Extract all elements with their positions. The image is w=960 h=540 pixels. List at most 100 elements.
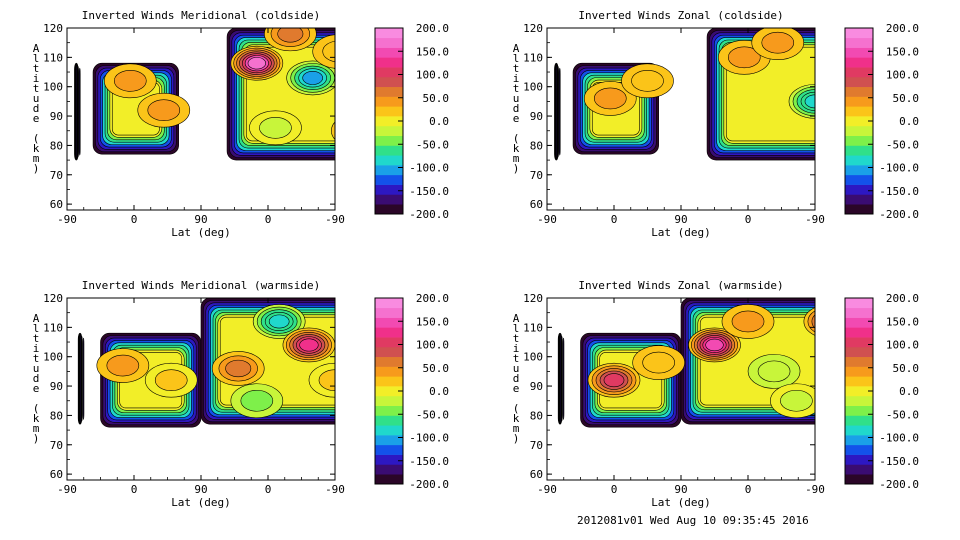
x-tick-label: 0 xyxy=(131,483,138,496)
contour-field xyxy=(554,28,815,161)
colorbar-swatch xyxy=(375,444,403,455)
y-tick-label: 100 xyxy=(43,81,63,94)
colorbar-tick-label: -200.0 xyxy=(409,208,449,221)
colorbar-swatch xyxy=(845,76,873,88)
colorbar: 200.0 150.0 100.0 50.0 0.0 -50.0 -100.0 -150.0 -… xyxy=(374,292,449,491)
colorbar: 200.0 150.0 100.0 50.0 0.0 -50.0 -100.0 -150.0 -… xyxy=(844,292,919,491)
colorbar-swatch xyxy=(845,376,873,387)
colorbar-swatch xyxy=(375,395,403,406)
chart-title: Inverted Winds Zonal (coldside) xyxy=(578,9,783,22)
colorbar-swatch xyxy=(375,106,403,117)
y-tick-label: 110 xyxy=(523,51,543,64)
colorbar: 200.0 150.0 100.0 50.0 0.0 -50.0 -100.0 -150.0 -… xyxy=(844,22,920,221)
colorbar-swatch xyxy=(845,327,873,338)
chart-panel-3: 60 70 80 90 100 110 120 -90 0 90 0 -90 Inverted Wind… xyxy=(513,279,919,509)
contour-field xyxy=(74,28,335,161)
y-tick-label: 70 xyxy=(530,439,543,452)
y-tick-label: 120 xyxy=(523,22,543,35)
colorbar-tick-label: 0.0 xyxy=(899,385,919,398)
contour-extremum xyxy=(603,373,625,388)
colorbar-swatch xyxy=(375,307,403,318)
colorbar-swatch xyxy=(375,405,403,416)
x-tick-label: 0 xyxy=(611,213,618,226)
colorbar-swatch xyxy=(845,337,873,348)
colorbar-tick-label: 200.0 xyxy=(416,22,449,35)
colorbar-swatch xyxy=(375,415,403,426)
x-tick-label: 90 xyxy=(674,213,687,226)
colorbar-swatch xyxy=(375,37,403,48)
chart-title: Inverted Winds Meridional (warmside) xyxy=(82,279,320,292)
colorbar-tick-label: 100.0 xyxy=(416,339,449,352)
colorbar-tick-label: 200.0 xyxy=(886,292,919,305)
colorbar-swatch xyxy=(375,76,403,88)
colorbar-tick-label: -50.0 xyxy=(416,408,449,421)
colorbar-swatch xyxy=(375,155,403,166)
colorbar-swatch xyxy=(845,145,873,156)
colorbar-tick-label: -150.0 xyxy=(409,185,449,198)
colorbar-tick-label: -50.0 xyxy=(886,408,919,421)
colorbar-swatch xyxy=(375,125,403,136)
x-tick-label: 90 xyxy=(674,483,687,496)
y-tick-label: 90 xyxy=(50,110,63,123)
y-tick-label: 100 xyxy=(523,81,543,94)
colorbar-tick-label: 150.0 xyxy=(416,315,449,328)
colorbar-swatch xyxy=(375,165,403,176)
colorbar-swatch xyxy=(845,67,873,78)
x-axis-label: Lat (deg) xyxy=(171,496,231,509)
contour-extremum xyxy=(299,338,319,352)
colorbar-swatch xyxy=(845,116,873,127)
colorbar-tick-label: -200.0 xyxy=(409,478,449,491)
colorbar-swatch xyxy=(845,307,873,318)
contour-field xyxy=(77,298,335,428)
colorbar-tick-label: 100.0 xyxy=(416,69,449,82)
contour-extremum xyxy=(807,310,815,333)
contour-shell xyxy=(77,66,79,158)
colorbar-swatch xyxy=(375,454,403,465)
colorbar: 200.0 150.0 100.0 50.0 0.0 -50.0 -100.0 -150.0 -… xyxy=(374,22,450,221)
chart-title: Inverted Winds Meridional (coldside) xyxy=(82,9,320,22)
colorbar-swatch xyxy=(845,86,873,97)
colorbar-tick-label: 200.0 xyxy=(416,292,449,305)
y-tick-label: 70 xyxy=(50,169,63,182)
x-tick-label: 90 xyxy=(194,483,207,496)
colorbar-tick-label: -100.0 xyxy=(879,162,919,175)
colorbar-tick-label: 50.0 xyxy=(893,92,920,105)
colorbar-swatch xyxy=(375,47,403,58)
colorbar-swatch xyxy=(845,106,873,117)
colorbar-swatch xyxy=(845,298,873,309)
colorbar-swatch xyxy=(845,464,873,475)
colorbar-swatch xyxy=(845,415,873,426)
colorbar-tick-label: -150.0 xyxy=(409,455,449,468)
contour-extremum xyxy=(318,369,335,391)
colorbar-tick-label: 100.0 xyxy=(886,69,919,82)
x-tick-label: -90 xyxy=(805,483,825,496)
y-tick-label: 110 xyxy=(523,321,543,334)
y-tick-label: 100 xyxy=(523,351,543,364)
colorbar-swatch xyxy=(375,376,403,387)
colorbar-swatch xyxy=(845,194,873,205)
colorbar-swatch xyxy=(845,425,873,436)
colorbar-swatch xyxy=(845,125,873,136)
contour-extremum xyxy=(804,94,815,109)
colorbar-swatch xyxy=(375,425,403,436)
colorbar-tick-label: 150.0 xyxy=(886,315,919,328)
colorbar-tick-label: -50.0 xyxy=(416,138,449,151)
colorbar-tick-label: 100.0 xyxy=(886,339,919,352)
contour-extremum xyxy=(780,389,813,412)
contour-extremum xyxy=(820,315,840,328)
colorbar-swatch xyxy=(375,386,403,397)
colorbar-swatch xyxy=(375,204,403,215)
colorbar-swatch xyxy=(375,28,403,39)
colorbar-tick-label: 50.0 xyxy=(423,92,450,105)
chart-panel-0: 60 70 80 90 100 110 120 -90 0 90 0 -90 Inverted Wind… xyxy=(33,9,449,239)
colorbar-tick-label: -100.0 xyxy=(409,432,449,445)
y-tick-label: 80 xyxy=(50,139,63,152)
colorbar-swatch xyxy=(375,435,403,446)
colorbar-swatch xyxy=(845,454,873,465)
x-tick-label: 0 xyxy=(745,483,752,496)
colorbar-tick-label: 0.0 xyxy=(429,385,449,398)
